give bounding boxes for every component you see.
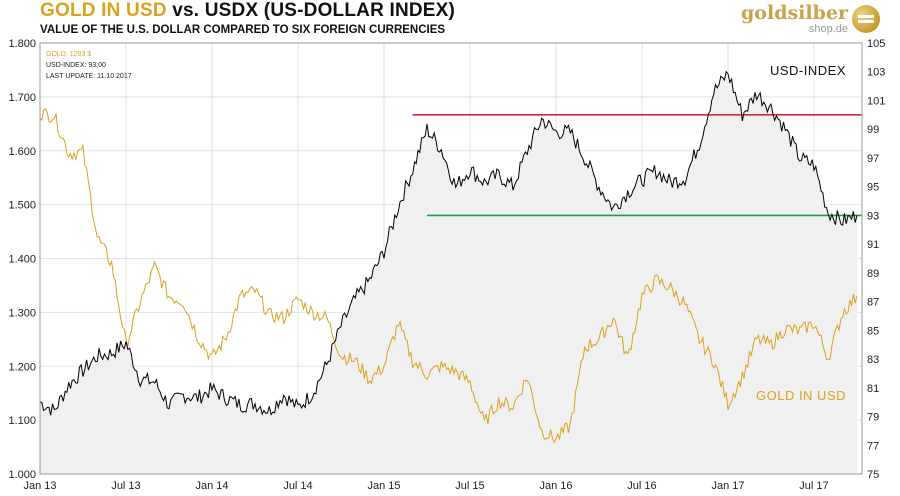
x-tick-label: Jan 17 <box>711 480 744 492</box>
usdx-series-line <box>40 70 858 416</box>
info-line: USD-INDEX: 93,00 <box>46 62 106 69</box>
x-axis-ticks: Jan 13 Jul 13 Jan 14 Jul 14 Jan 15 Jul 15 Jan … <box>23 480 828 492</box>
x-tick-label: Jan 15 <box>367 480 400 492</box>
right-tick-label: 89 <box>867 268 879 280</box>
left-tick-label: 1.700 <box>8 92 36 104</box>
gold-series-line <box>39 108 858 444</box>
right-tick-label: 103 <box>867 67 885 79</box>
info-box: GOLD: 1293 $ USD-INDEX: 93,00 LAST UPDATE:… <box>46 51 132 80</box>
x-tick-label: Jul 15 <box>455 480 484 492</box>
right-tick-label: 101 <box>867 95 885 107</box>
axes-frame <box>39 42 863 475</box>
gold-series-label: GOLD IN USD <box>756 388 846 403</box>
right-tick-label: 97 <box>867 153 879 165</box>
right-tick-label: 91 <box>867 239 879 251</box>
series-lines <box>39 70 858 444</box>
usdx-area <box>40 71 857 474</box>
info-line: GOLD: 1293 $ <box>46 51 91 58</box>
x-tick-label: Jul 13 <box>111 480 140 492</box>
x-tick-label: Jan 14 <box>195 480 228 492</box>
brand-logo[interactable]: goldsilber shop.de <box>722 2 882 42</box>
usdx-area-layer <box>40 71 857 474</box>
x-tick-label: Jan 16 <box>539 480 572 492</box>
x-tick-label: Jan 13 <box>23 480 56 492</box>
left-tick-label: 1.100 <box>8 415 36 427</box>
x-tick-label: Jul 17 <box>799 480 828 492</box>
usdx-series-label: USD-INDEX <box>770 63 846 78</box>
left-tick-label: 1.400 <box>8 254 36 266</box>
chart-subtitle: VALUE OF THE U.S. DOLLAR COMPARED TO SIX… <box>40 24 446 36</box>
right-tick-label: 79 <box>867 412 879 424</box>
x-tick-label: Jul 14 <box>283 480 312 492</box>
chart-title-gold: GOLD IN USD <box>40 0 167 21</box>
right-tick-label: 83 <box>867 354 879 366</box>
right-tick-label: 77 <box>867 440 879 452</box>
right-tick-label: 87 <box>867 297 879 309</box>
logo-brand-text: goldsilber <box>741 2 848 24</box>
info-line: LAST UPDATE: 11.10.2017 <box>46 73 132 80</box>
left-tick-label: 1.600 <box>8 146 36 158</box>
left-tick-label: 1.300 <box>8 307 36 319</box>
coin-icon <box>852 5 880 33</box>
left-tick-label: 1.000 <box>8 469 36 481</box>
right-tick-label: 105 <box>867 38 885 50</box>
chart-title-rest: vs. USDX (US-DOLLAR INDEX) <box>166 0 456 21</box>
chart-title: GOLD IN USD vs. USDX (US-DOLLAR INDEX) <box>40 0 455 22</box>
series-labels: USD-INDEX GOLD IN USD <box>756 63 846 403</box>
right-tick-label: 93 <box>867 210 879 222</box>
right-tick-label: 99 <box>867 124 879 136</box>
left-axis-ticks: 1.000 1.100 1.200 1.300 1.400 1.500 1.600 1.700… <box>8 38 36 481</box>
left-tick-label: 1.800 <box>8 38 36 50</box>
right-tick-label: 81 <box>867 383 879 395</box>
right-axis-ticks: 75 77 79 81 83 85 87 89 91 93 95 97 99 101 103 105 <box>867 38 885 481</box>
x-tick-label: Jul 16 <box>627 480 656 492</box>
right-tick-label: 95 <box>867 182 879 194</box>
left-tick-label: 1.200 <box>8 361 36 373</box>
horizontal-level-lines <box>412 114 862 217</box>
right-tick-label: 75 <box>867 469 879 481</box>
plot-frame <box>39 42 863 475</box>
logo-sub-text: shop.de <box>808 23 848 35</box>
left-tick-label: 1.500 <box>8 200 36 212</box>
right-tick-label: 85 <box>867 325 879 337</box>
